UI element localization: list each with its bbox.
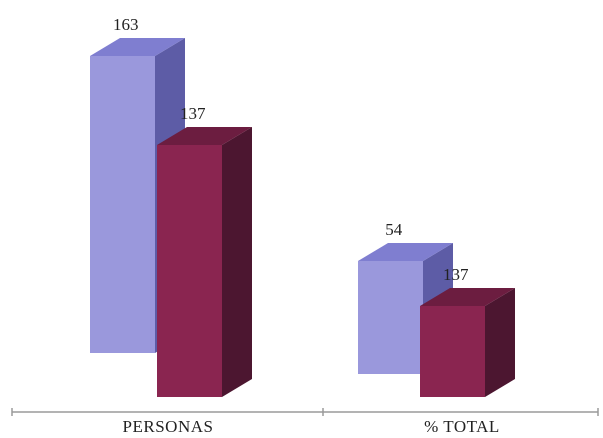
data-label: 137	[443, 265, 469, 284]
bar-front	[90, 56, 155, 353]
data-label: 163	[113, 15, 139, 34]
category-labels: PERSONAS % TOTAL	[123, 417, 500, 436]
data-label: 54	[385, 220, 403, 239]
data-labels: 163 54 137 137	[113, 15, 469, 284]
category-label: PERSONAS	[123, 417, 214, 436]
bar-front	[157, 145, 222, 397]
bar-front	[420, 306, 485, 397]
bar-top	[157, 127, 252, 145]
bar	[157, 127, 252, 397]
x-axis	[11, 408, 599, 416]
category-label: % TOTAL	[424, 417, 500, 436]
bar-side	[485, 288, 515, 397]
bar	[420, 288, 515, 397]
bar-top	[420, 288, 515, 306]
data-label: 137	[180, 104, 206, 123]
bars	[90, 38, 515, 397]
bar-top	[358, 243, 453, 261]
bar-top	[90, 38, 185, 56]
bar-side	[222, 127, 252, 397]
bar-front	[358, 261, 423, 374]
